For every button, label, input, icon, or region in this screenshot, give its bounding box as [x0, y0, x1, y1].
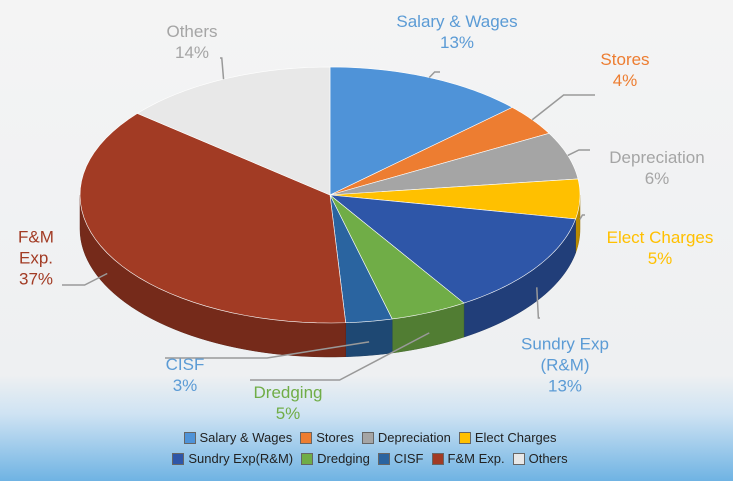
- slice-label: F&M Exp. 37%: [11, 227, 61, 290]
- leader-line: [428, 71, 440, 79]
- slice-label: Sundry Exp (R&M) 13%: [505, 334, 625, 397]
- legend: Salary & Wages Stores Depreciation Elect Ch…: [120, 430, 620, 466]
- slice: [79, 113, 347, 324]
- legend-label: CISF: [393, 451, 424, 466]
- slice: [329, 178, 581, 220]
- slice: [329, 194, 393, 324]
- legend-item: Stores: [300, 430, 354, 445]
- slice: [329, 194, 465, 320]
- label-value: 13%: [547, 376, 583, 396]
- label-name: Stores: [600, 50, 650, 69]
- legend-label: Depreciation: [377, 430, 451, 445]
- legend-label: Stores: [316, 430, 354, 445]
- slice-label: Dredging 5%: [233, 382, 343, 424]
- label-value: 6%: [644, 169, 670, 188]
- label-value: 37%: [18, 269, 54, 289]
- label-value: 5%: [647, 249, 673, 268]
- legend-swatch: [183, 431, 196, 444]
- label-name: Sundry Exp (R&M): [521, 334, 609, 375]
- legend-swatch: [431, 452, 444, 465]
- leader-line: [220, 57, 225, 80]
- legend-label: Elect Charges: [474, 430, 557, 445]
- legend-label: Salary & Wages: [199, 430, 293, 445]
- legend-item: Depreciation: [361, 430, 451, 445]
- leader-line: [62, 272, 108, 286]
- slice-label: Depreciation 6%: [587, 147, 727, 189]
- label-name: CISF: [165, 355, 205, 374]
- legend-item: Others: [512, 451, 568, 466]
- slice-label: CISF 3%: [155, 354, 215, 396]
- label-name: Others: [166, 22, 218, 41]
- label-name: F&M Exp.: [18, 227, 54, 268]
- label-name: Salary & Wages: [396, 12, 518, 31]
- label-name: Depreciation: [609, 148, 705, 167]
- slice-label: Salary & Wages 13%: [357, 11, 557, 53]
- leader-line: [531, 94, 595, 121]
- legend-item: Dredging: [301, 451, 370, 466]
- label-value: 3%: [172, 376, 198, 395]
- legend-item: Sundry Exp(R&M): [172, 451, 293, 466]
- legend-swatch: [361, 431, 374, 444]
- slice: [329, 133, 579, 196]
- legend-swatch: [172, 452, 185, 465]
- legend-label: Dredging: [317, 451, 370, 466]
- label-name: Elect Charges: [606, 228, 714, 247]
- legend-item: Salary & Wages: [183, 430, 293, 445]
- legend-label: Sundry Exp(R&M): [188, 451, 294, 466]
- leader-line: [165, 341, 370, 359]
- legend-swatch: [458, 431, 471, 444]
- label-name: Dredging: [253, 383, 323, 402]
- legend-swatch: [512, 452, 525, 465]
- label-value: 14%: [174, 43, 210, 62]
- slice: [329, 194, 576, 304]
- leader-line: [250, 332, 430, 381]
- leader-line: [579, 214, 585, 220]
- label-value: 13%: [439, 33, 475, 52]
- legend-label: Others: [528, 451, 568, 466]
- legend-item: Elect Charges: [458, 430, 557, 445]
- legend-swatch: [301, 452, 314, 465]
- label-value: 4%: [612, 71, 638, 90]
- slice-side: [345, 318, 393, 358]
- legend-label: F&M Exp.: [447, 451, 505, 466]
- slice-label: Stores 4%: [585, 49, 665, 91]
- legend-swatch: [300, 431, 313, 444]
- slice-label: Elect Charges 5%: [580, 227, 733, 269]
- slice-label: Others 14%: [152, 21, 232, 63]
- legend-item: CISF: [377, 451, 424, 466]
- legend-item: F&M Exp.: [431, 451, 505, 466]
- leader-line: [567, 149, 590, 157]
- leader-line: [536, 287, 540, 319]
- label-value: 5%: [275, 404, 301, 423]
- legend-swatch: [377, 452, 390, 465]
